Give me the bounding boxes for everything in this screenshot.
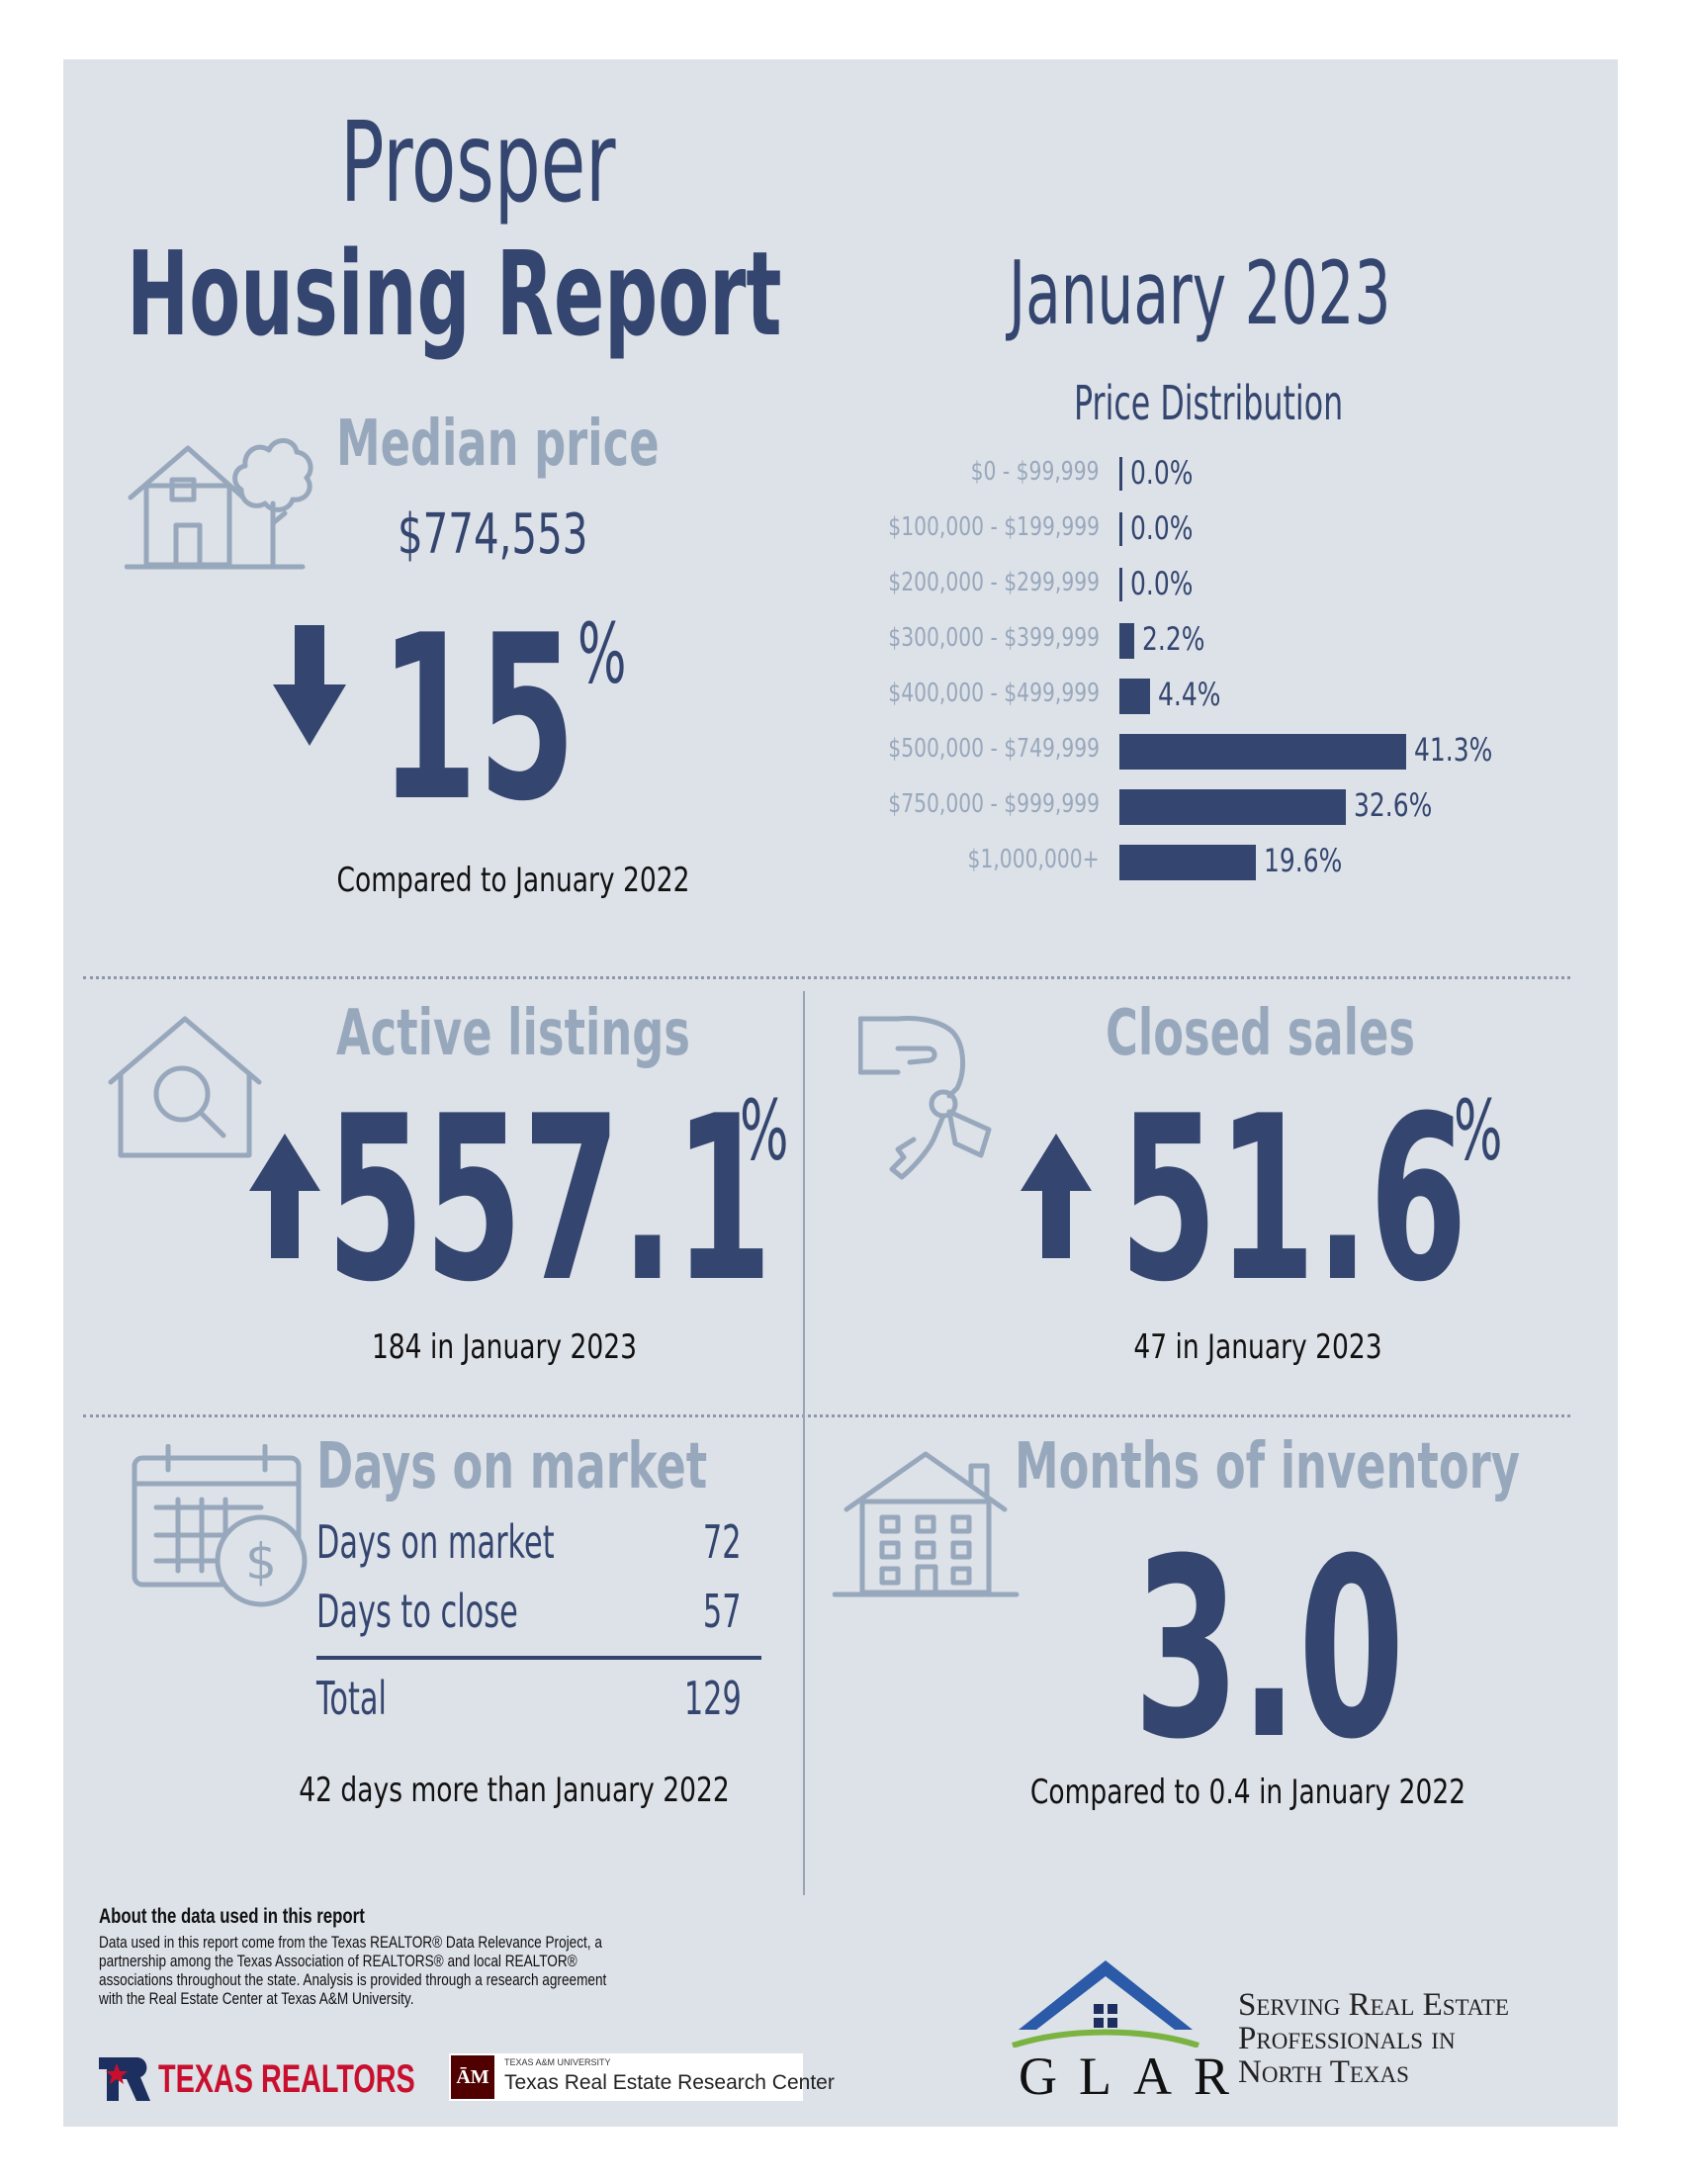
house-tree-icon bbox=[125, 438, 313, 570]
dist-category-label: $400,000 - $499,999 bbox=[888, 679, 1100, 708]
glar-tagline: Serving Real Estate Professionals in Nor… bbox=[1238, 1988, 1509, 2089]
dist-category-label: $500,000 - $749,999 bbox=[888, 734, 1100, 764]
dom-total-rule bbox=[316, 1656, 761, 1660]
closed-sales-caption: 47 in January 2023 bbox=[1133, 1327, 1382, 1367]
texas-realtors-logo-mark bbox=[99, 2057, 150, 2101]
dist-category-label: $0 - $99,999 bbox=[971, 457, 1100, 487]
arrow-up-icon-closed bbox=[1021, 1134, 1092, 1258]
active-listings-change: 557.1 bbox=[326, 1068, 773, 1332]
dom-caption: 42 days more than January 2022 bbox=[299, 1771, 730, 1810]
closed-sales-change: 51.6 bbox=[1119, 1068, 1467, 1332]
about-line-2: partnership among the Texas Association … bbox=[99, 1952, 577, 1970]
median-price-heading: Median price bbox=[336, 408, 660, 481]
closed-sales-heading: Closed sales bbox=[1106, 997, 1416, 1070]
dist-value-label: 4.4% bbox=[1157, 676, 1221, 713]
dist-value-label: 32.6% bbox=[1353, 786, 1433, 824]
dist-bar bbox=[1119, 789, 1346, 825]
active-listings-heading: Active listings bbox=[336, 997, 690, 1070]
about-line-4: with the Real Estate Center at Texas A&M… bbox=[99, 1989, 414, 2008]
report-panel bbox=[63, 59, 1618, 2127]
months-inventory-value: 3.0 bbox=[1133, 1505, 1405, 1793]
divider-vertical bbox=[803, 991, 805, 1895]
glar-tagline-3: North Texas bbox=[1238, 2054, 1409, 2090]
dist-value-label: 41.3% bbox=[1414, 731, 1493, 769]
dist-bar bbox=[1119, 845, 1256, 880]
dom-row-label-2: Days to close bbox=[316, 1585, 518, 1638]
dist-bar bbox=[1119, 568, 1122, 601]
tamu-logo: ĀM TEXAS A&M UNIVERSITY Texas Real Estat… bbox=[449, 2053, 835, 2101]
active-listings-unit: % bbox=[740, 1082, 789, 1179]
about-title: About the data used in this report bbox=[99, 1905, 365, 1928]
about-line-3: associations throughout the state. Analy… bbox=[99, 1970, 607, 1989]
report-title: Housing Report bbox=[127, 226, 782, 362]
median-price-value: $774,553 bbox=[398, 502, 588, 567]
dist-category-label: $100,000 - $199,999 bbox=[888, 512, 1100, 542]
apartment-house-icon bbox=[833, 1451, 1020, 1597]
glar-wordmark: GLAR bbox=[1019, 2047, 1251, 2106]
price-distribution-heading: Price Distribution bbox=[1074, 376, 1344, 431]
period-title: January 2023 bbox=[1009, 242, 1391, 344]
price-distribution-chart: $0 - $99,999 0.0% $100,000 - $199,999 0.0% $… bbox=[850, 454, 1543, 890]
divider-top bbox=[83, 976, 1570, 979]
texas-realtors-logo: TEXAS REALTORS bbox=[158, 2057, 415, 2101]
dist-category-label: $1,000,000+ bbox=[967, 845, 1100, 874]
dom-total-value: 129 bbox=[684, 1672, 742, 1725]
divider-middle bbox=[83, 1414, 1570, 1417]
dist-category-label: $200,000 - $299,999 bbox=[888, 568, 1100, 597]
dom-row-value-2: 57 bbox=[703, 1585, 742, 1638]
months-inventory-caption: Compared to 0.4 in January 2022 bbox=[1029, 1773, 1466, 1812]
dist-bar bbox=[1119, 623, 1135, 659]
arrow-down-icon bbox=[273, 625, 346, 746]
closed-sales-unit: % bbox=[1454, 1082, 1503, 1179]
median-change-unit: % bbox=[577, 605, 627, 702]
city-title: Prosper bbox=[340, 99, 616, 228]
dist-value-label: 2.2% bbox=[1142, 620, 1205, 658]
dom-total-label: Total bbox=[316, 1672, 387, 1725]
median-comparison: Compared to January 2022 bbox=[336, 861, 690, 900]
dist-value-label: 0.0% bbox=[1130, 565, 1194, 602]
glar-tagline-2: Professionals in bbox=[1238, 2021, 1456, 2056]
dist-category-label: $300,000 - $399,999 bbox=[888, 623, 1100, 653]
months-inventory-heading: Months of inventory bbox=[1015, 1430, 1520, 1503]
dom-row-value-1: 72 bbox=[703, 1515, 742, 1569]
dist-bar bbox=[1119, 679, 1150, 714]
dist-bar bbox=[1119, 457, 1122, 491]
dist-value-label: 0.0% bbox=[1130, 454, 1194, 492]
hand-keys-icon bbox=[858, 1016, 992, 1180]
dist-bar bbox=[1119, 512, 1122, 546]
dist-bar bbox=[1119, 734, 1406, 770]
dom-row-label-1: Days on market bbox=[316, 1515, 555, 1569]
dist-value-label: 0.0% bbox=[1130, 509, 1194, 547]
about-body: Data used in this report come from the T… bbox=[99, 1933, 653, 2008]
median-change-value: 15 bbox=[380, 588, 577, 852]
dist-value-label: 19.6% bbox=[1263, 842, 1342, 879]
active-listings-caption: 184 in January 2023 bbox=[371, 1327, 638, 1367]
house-search-icon bbox=[108, 1016, 262, 1158]
calendar-dollar-icon: $ bbox=[132, 1444, 308, 1607]
glar-house-icon bbox=[1012, 1960, 1199, 2048]
about-section: About the data used in this report Data … bbox=[99, 1905, 791, 2008]
tamu-university-text: TEXAS A&M UNIVERSITY bbox=[504, 2057, 611, 2067]
tamu-center-text: Texas Real Estate Research Center bbox=[504, 2071, 835, 2094]
arrow-up-icon bbox=[249, 1134, 320, 1258]
days-on-market-heading: Days on market bbox=[316, 1430, 708, 1503]
glar-tagline-1: Serving Real Estate bbox=[1238, 1987, 1509, 2023]
svg-text:$: $ bbox=[245, 1533, 277, 1591]
tamu-emblem: ĀM bbox=[451, 2055, 494, 2099]
about-line-1: Data used in this report come from the T… bbox=[99, 1933, 602, 1952]
dist-category-label: $750,000 - $999,999 bbox=[888, 789, 1100, 819]
